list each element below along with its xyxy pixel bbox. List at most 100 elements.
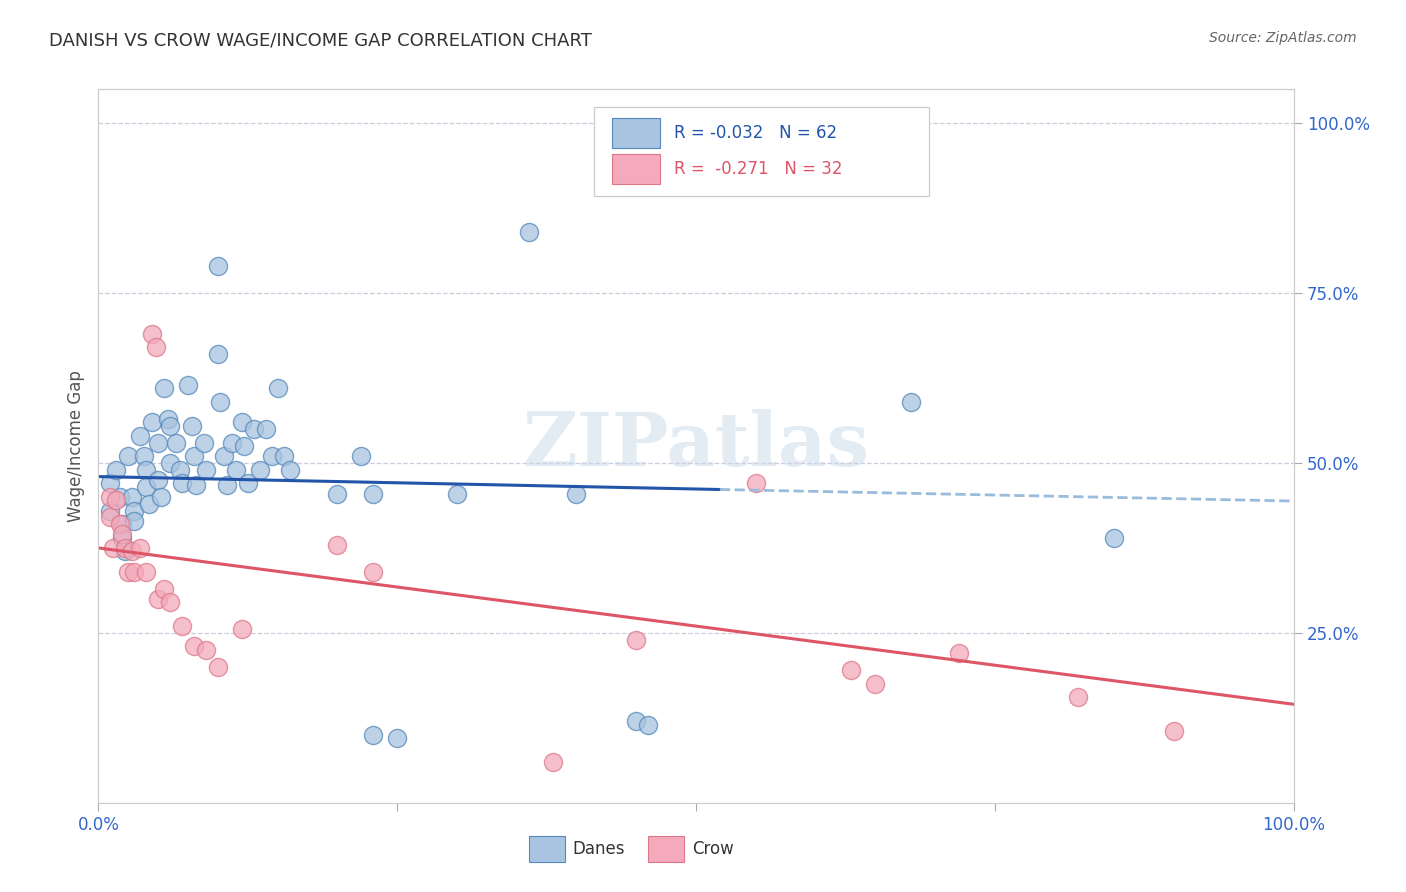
Point [273,449,295,463]
Point [98,503,122,517]
Point [626,714,648,729]
Point [363,728,385,742]
Point [350,449,373,463]
Point [841,663,863,677]
Point [745,476,768,491]
Point [159,456,181,470]
Point [98,476,122,491]
Point [156,412,179,426]
Bar [648,837,685,862]
Point [111,531,134,545]
Point [209,394,232,409]
Point [135,463,157,477]
Point [363,486,385,500]
Point [180,418,202,433]
Point [865,677,887,691]
Point [172,476,194,491]
Point [153,582,176,596]
Point [217,477,239,491]
Point [148,435,170,450]
Point [207,347,229,361]
Point [111,527,134,541]
Point [900,394,922,409]
Point [517,225,540,239]
Point [249,463,271,477]
Point [138,497,160,511]
Point [267,381,290,395]
Point [114,541,136,555]
Point [231,415,253,429]
Point [326,486,349,500]
Point [98,490,122,504]
Text: Danes: Danes [572,840,626,858]
Point [117,449,139,463]
Point [446,486,468,500]
Point [101,541,124,555]
Point [193,435,215,450]
Point [326,537,349,551]
Text: R =  -0.271   N = 32: R = -0.271 N = 32 [675,161,844,178]
Point [135,565,157,579]
Point [148,591,170,606]
Text: DANISH VS CROW WAGE/INCOME GAP CORRELATION CHART: DANISH VS CROW WAGE/INCOME GAP CORRELATI… [49,31,592,49]
FancyBboxPatch shape [595,107,929,196]
Bar [613,119,661,148]
Point [145,341,167,355]
Point [159,595,181,609]
Point [124,503,146,517]
Point [135,480,157,494]
Point [948,646,970,660]
Point [233,439,256,453]
Point [117,565,139,579]
Point [231,623,253,637]
Point [121,490,143,504]
Text: ZIPatlas: ZIPatlas [523,409,869,483]
Point [129,429,152,443]
Point [186,477,208,491]
Point [278,463,301,477]
Point [385,731,409,746]
Point [225,463,247,477]
Point [148,473,170,487]
Point [153,381,176,395]
Point [124,514,146,528]
Point [121,544,143,558]
Text: Source: ZipAtlas.com: Source: ZipAtlas.com [1209,31,1357,45]
Point [172,619,194,633]
Point [124,565,146,579]
Point [363,565,385,579]
Point [626,632,648,647]
Point [1104,531,1126,545]
Point [254,422,277,436]
Point [207,660,229,674]
Point [149,490,172,504]
Point [159,418,181,433]
Point [105,493,128,508]
Point [141,326,163,341]
Point [1163,724,1185,739]
Point [111,517,134,532]
Point [260,449,283,463]
Point [141,415,163,429]
Point [114,544,136,558]
Point [236,476,259,491]
Point [541,755,564,769]
Point [565,486,588,500]
Point [105,463,128,477]
Point [129,541,152,555]
Point [195,463,218,477]
Point [183,640,205,654]
Point [169,463,191,477]
Bar [613,154,661,184]
Text: R = -0.032   N = 62: R = -0.032 N = 62 [675,125,838,143]
Point [108,517,131,532]
Point [212,449,235,463]
Point [1067,690,1090,705]
Point [177,377,200,392]
Y-axis label: Wage/Income Gap: Wage/Income Gap [66,370,84,522]
Point [98,510,122,524]
Point [637,717,659,731]
Bar [529,837,565,862]
Point [165,435,187,450]
Point [243,422,266,436]
